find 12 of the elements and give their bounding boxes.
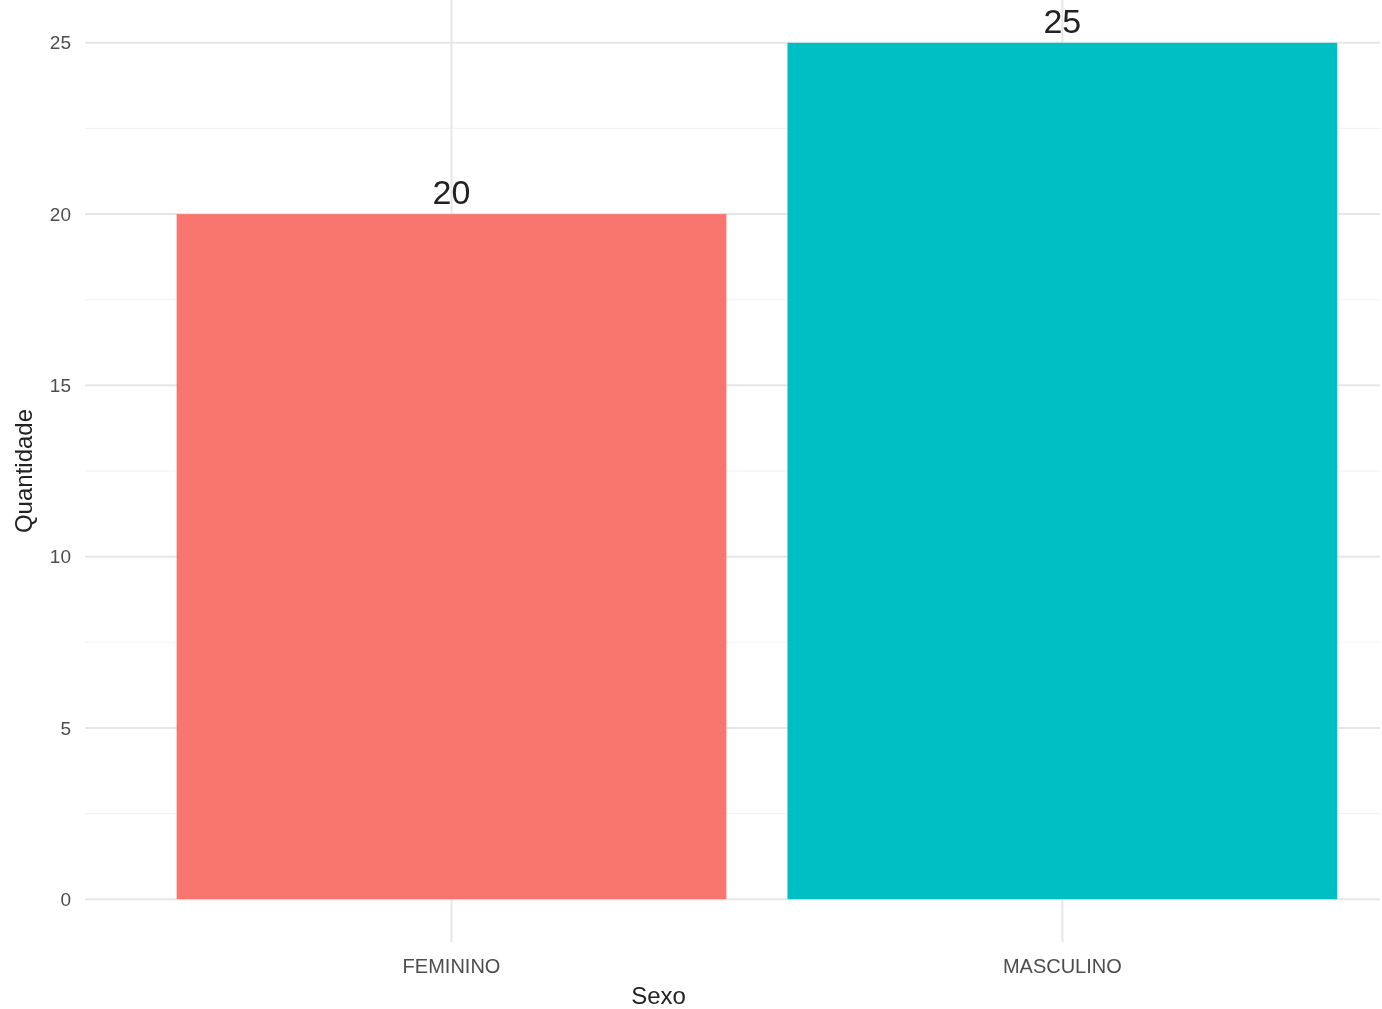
data-label: 20 — [432, 173, 471, 212]
data-label: 25 — [1043, 1, 1082, 40]
y-tick-label: 25 — [49, 32, 71, 54]
y-tick-label: 15 — [49, 375, 71, 397]
y-axis-title: Quantidade — [10, 408, 37, 534]
y-tick-label: 5 — [60, 717, 71, 739]
x-axis-title: Sexo — [631, 982, 686, 1009]
y-tick-label: 0 — [60, 888, 71, 910]
x-tick-label: MASCULINO — [1002, 955, 1122, 977]
y-tick-label: 20 — [49, 203, 71, 225]
x-tick-label: FEMININO — [402, 955, 501, 977]
y-tick-label: 10 — [49, 546, 71, 568]
